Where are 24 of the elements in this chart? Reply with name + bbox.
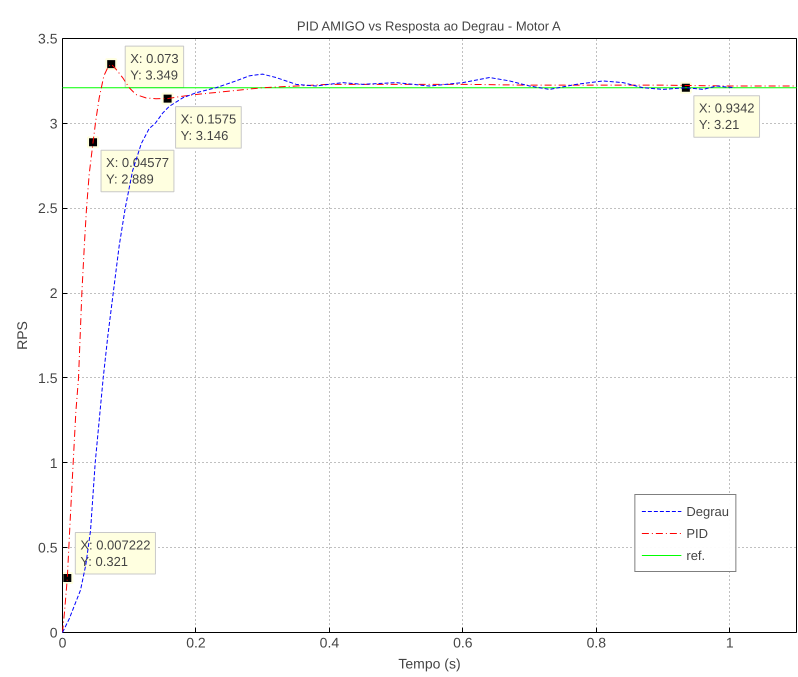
annotation: X: 0.007222 Y: 0.321 [80, 538, 150, 570]
y-tick-label: 2.5 [38, 200, 58, 216]
x-tick-label: 0.4 [320, 634, 340, 650]
y-tick-label: 3.5 [38, 30, 58, 46]
y-tick-label: 3 [50, 115, 58, 132]
legend-label: ref. [686, 548, 706, 562]
y-tick-label: 1 [50, 454, 58, 471]
legend-label: Degrau [686, 504, 729, 518]
y-tick-label: 0 [50, 624, 58, 640]
x-tick-label: 0.8 [586, 634, 606, 650]
y-axis-title: RPS [14, 321, 30, 350]
annotation: X: 0.1575 Y: 3.146 [180, 112, 236, 144]
x-tick-label: 1 [726, 634, 734, 650]
y-tick-label: 0.5 [38, 540, 58, 556]
y-tick-label: 2 [50, 285, 58, 302]
chart-title: PID AMIGO vs Resposta ao Degrau - Motor A [296, 18, 561, 34]
x-tick-label: 0.6 [453, 634, 473, 650]
x-tick-label: 0.2 [186, 634, 206, 650]
x-axis-title: Tempo (s) [398, 656, 461, 672]
annotation: X: 0.9342 Y: 3.21 [698, 100, 755, 132]
legend-label: PID [686, 526, 708, 540]
annotation: X: 0.04577 Y: 2.889 [106, 155, 169, 187]
y-tick-label: 1.5 [38, 370, 58, 386]
annotation: X: 0.073 Y: 3.349 [130, 51, 179, 83]
